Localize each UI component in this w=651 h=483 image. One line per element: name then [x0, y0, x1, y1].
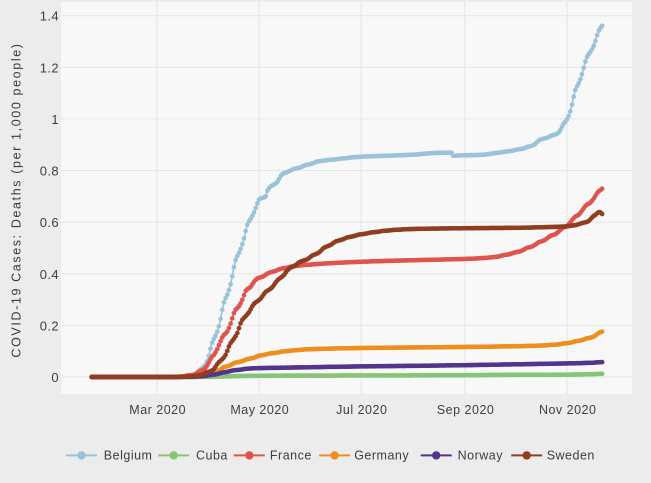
svg-text:Sep 2020: Sep 2020 [437, 403, 495, 417]
svg-text:Nov 2020: Nov 2020 [539, 403, 597, 417]
svg-text:1.2: 1.2 [40, 60, 59, 75]
svg-text:Mar 2020: Mar 2020 [129, 403, 186, 417]
svg-text:0.2: 0.2 [40, 318, 59, 333]
svg-text:1: 1 [51, 112, 59, 127]
svg-text:1.4: 1.4 [40, 9, 59, 24]
svg-text:0.8: 0.8 [40, 164, 59, 179]
svg-text:France: France [270, 448, 312, 462]
svg-text:Jul 2020: Jul 2020 [336, 403, 387, 417]
svg-text:0.6: 0.6 [40, 215, 59, 230]
svg-text:COVID-19 Cases: Deaths (per 1,: COVID-19 Cases: Deaths (per 1,000 people… [10, 42, 24, 357]
svg-text:Belgium: Belgium [104, 448, 153, 462]
svg-text:May 2020: May 2020 [230, 403, 289, 417]
svg-text:Sweden: Sweden [547, 448, 595, 462]
svg-text:Cuba: Cuba [196, 448, 228, 462]
svg-text:Germany: Germany [354, 448, 409, 462]
svg-text:0.4: 0.4 [40, 267, 59, 282]
svg-text:0: 0 [51, 370, 59, 385]
svg-text:Norway: Norway [458, 448, 504, 462]
